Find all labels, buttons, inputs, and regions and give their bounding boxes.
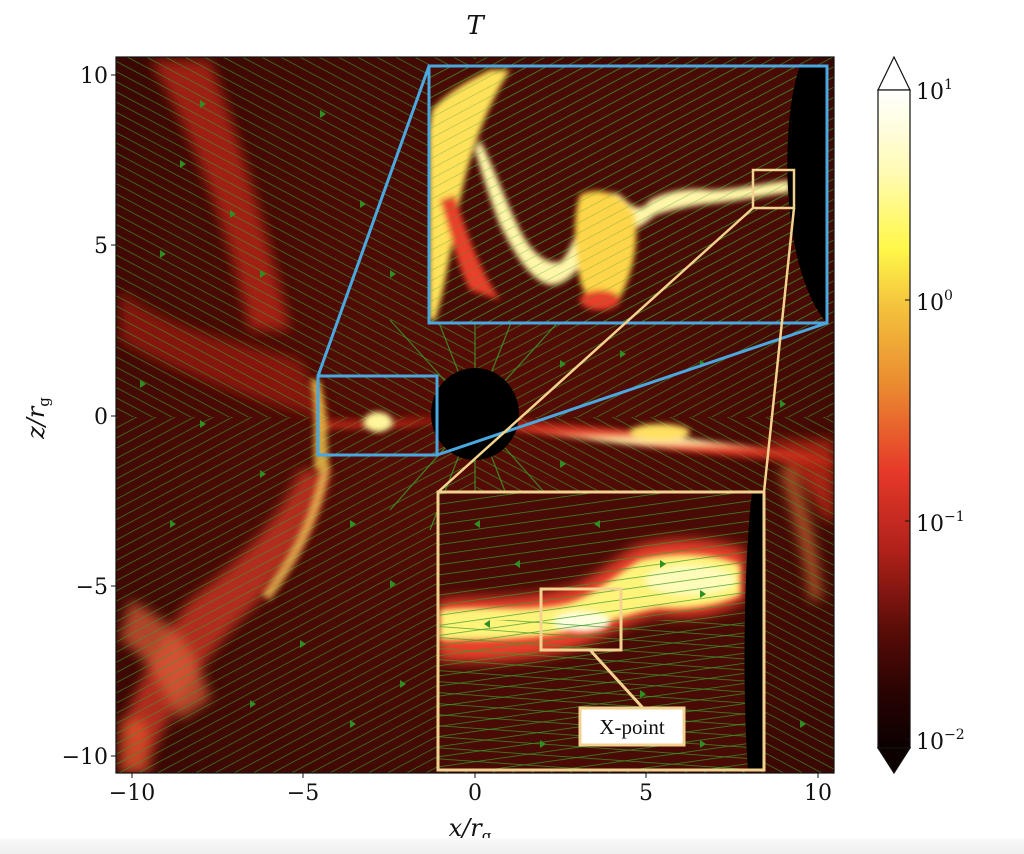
y-tick-label: −10	[62, 745, 108, 770]
colorbar-tick-label: 101	[916, 77, 953, 105]
colorbar: 101 100 10−1 10−2	[876, 55, 965, 775]
x-tick-label: 0	[468, 781, 482, 806]
y-axis-label: z/rg	[22, 397, 53, 440]
y-tick-label: −5	[76, 575, 108, 600]
x-tick-label: 5	[639, 781, 653, 806]
x-tick-label: −10	[109, 781, 155, 806]
streamline-arrows	[140, 100, 806, 728]
x-point-label: X-point	[599, 715, 664, 739]
inset-zoom-2	[436, 490, 766, 772]
bottom-edge	[0, 838, 1024, 854]
y-tick-label: 0	[94, 405, 108, 430]
colorbar-tick-label: 100	[916, 288, 953, 316]
inset-2-connector	[437, 168, 796, 493]
x-axis-label: x/rg	[449, 814, 492, 845]
colorbar-extend-top	[877, 55, 911, 91]
y-tick-label: 10	[80, 64, 108, 89]
black-hole	[431, 368, 519, 460]
x-point-annotation: X-point	[539, 587, 686, 747]
x-tick-label: −5	[287, 781, 319, 806]
colorbar-tick-label: 10−2	[916, 727, 965, 755]
x-point-label-box	[578, 706, 686, 747]
inset-zoom-1	[427, 64, 829, 325]
y-tick-label: 5	[94, 234, 108, 259]
x-axis	[131, 773, 819, 778]
colorbar-extend-bottom	[876, 747, 912, 775]
x-tick-label: 10	[804, 781, 832, 806]
colorbar-tick-label: 10−1	[916, 509, 965, 537]
plot-title: T	[466, 11, 485, 41]
y-axis	[111, 74, 116, 757]
